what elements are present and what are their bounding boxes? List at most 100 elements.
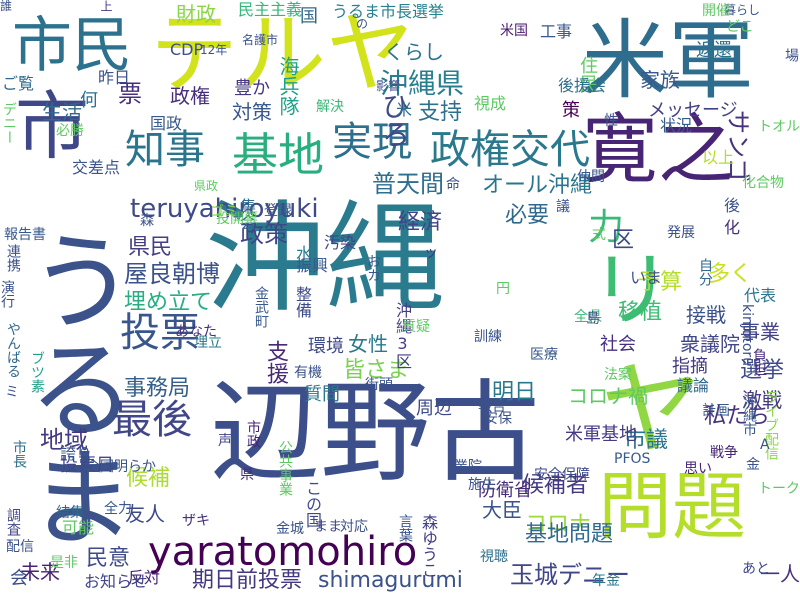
cloud-word: 辺野古	[210, 369, 540, 497]
cloud-word: 策	[562, 100, 580, 121]
cloud-word: 民意	[86, 546, 131, 571]
cloud-word: 環境	[308, 336, 344, 357]
cloud-word: 地域	[40, 426, 88, 454]
cloud-word: 場	[783, 48, 799, 62]
cloud-word: サンゴ	[724, 110, 752, 182]
cloud-word: 影響	[376, 79, 401, 93]
cloud-word: 市政	[245, 420, 261, 448]
cloud-word: ライブ配信	[763, 390, 779, 460]
cloud-word: 安保	[484, 411, 512, 427]
cloud-word: 結集	[56, 505, 84, 521]
cloud-word: あと	[742, 561, 770, 577]
cloud-word: 後	[724, 196, 741, 215]
cloud-word: 実現	[332, 119, 412, 165]
cloud-word: 全県	[574, 309, 602, 325]
cloud-word: 移植	[618, 300, 663, 325]
cloud-word: オール沖縄	[482, 173, 593, 198]
cloud-word: 公共事業	[277, 440, 293, 496]
cloud-word: 金城	[276, 521, 304, 537]
cloud-word: 多く	[708, 262, 753, 287]
cloud-word: 視成	[474, 94, 507, 113]
cloud-word: ご覧	[2, 74, 35, 93]
cloud-word: 大臣	[482, 498, 522, 522]
cloud-word: ザキ	[182, 513, 210, 529]
cloud-word: 質問	[304, 384, 340, 405]
cloud-word: 寛之	[582, 105, 734, 194]
cloud-word: 市長	[11, 440, 27, 468]
cloud-word: 仲間	[577, 169, 605, 185]
cloud-word: リ	[590, 243, 673, 338]
cloud-word: 県政	[194, 179, 219, 193]
cloud-word: 返還	[696, 40, 732, 61]
cloud-word: 誰	[0, 0, 13, 13]
cloud-word: この国	[303, 480, 322, 528]
cloud-word: 業院	[454, 459, 482, 475]
cloud-word: デニー	[1, 102, 17, 144]
cloud-word: 声	[218, 433, 232, 449]
cloud-word: 財政	[176, 2, 216, 26]
cloud-word: 配信	[6, 539, 34, 555]
cloud-word: 名護市	[242, 33, 279, 47]
cloud-word: 指摘	[672, 356, 708, 377]
cloud-word: 国	[300, 6, 318, 27]
cloud-word: 可能	[62, 518, 95, 537]
cloud-word: 森ゆうこ	[419, 514, 438, 578]
cloud-word: 命	[446, 177, 460, 193]
cloud-word: yaratomohiro	[148, 529, 418, 575]
cloud-word: 沖縄市	[741, 394, 757, 436]
cloud-word: 埋め立て	[124, 290, 213, 315]
cloud-word: A	[760, 437, 770, 453]
cloud-word: teruyahiroyuki	[130, 194, 319, 224]
cloud-word: 投開票	[216, 211, 258, 227]
cloud-word: 力	[588, 207, 625, 248]
cloud-word: 事業	[740, 320, 780, 344]
cloud-word: 金	[746, 457, 760, 473]
cloud-word: 衆議院	[680, 332, 740, 356]
cloud-word: 普天間	[372, 170, 444, 198]
cloud-word: 支援	[263, 340, 288, 384]
cloud-word: 対応	[340, 519, 368, 535]
cloud-word: 水	[296, 244, 313, 263]
cloud-word: 未来	[20, 560, 60, 584]
cloud-word: 米軍	[582, 11, 754, 111]
cloud-word: 性	[604, 113, 618, 129]
cloud-word: 県	[240, 467, 254, 483]
cloud-word: 発展	[667, 225, 695, 241]
cloud-word: どこ	[726, 19, 754, 35]
cloud-word: ヤ	[600, 351, 702, 470]
cloud-word: ひろ	[378, 92, 411, 148]
cloud-word: 投票	[120, 310, 200, 356]
cloud-word: 報告	[478, 399, 506, 415]
cloud-word: 法案	[604, 367, 632, 383]
cloud-word: まま	[314, 519, 342, 535]
cloud-word: 年金	[592, 573, 620, 589]
cloud-word: ゴミ	[210, 204, 238, 220]
cloud-word: トーク	[758, 481, 800, 497]
cloud-word: 計画	[702, 403, 730, 419]
cloud-word: 戦争	[710, 445, 738, 461]
cloud-word: 市民	[12, 11, 132, 81]
cloud-word: 誇り	[60, 444, 93, 463]
cloud-word: 票	[118, 80, 142, 108]
cloud-word: 問題	[598, 464, 746, 550]
cloud-word: トオル	[758, 119, 800, 135]
cloud-word: 国政	[150, 114, 183, 133]
cloud-word: 何	[77, 90, 98, 108]
cloud-word: 豊か	[234, 78, 270, 99]
cloud-word: 支持	[418, 100, 463, 125]
cloud-word: 演行	[0, 280, 15, 308]
cloud-word: コロナ	[525, 512, 592, 537]
cloud-word: 振興	[296, 256, 329, 275]
cloud-word: 屋良朝博	[124, 260, 220, 288]
cloud-word: 知事	[125, 127, 205, 173]
cloud-word: 暮らし	[724, 3, 761, 17]
cloud-word: 選挙	[740, 358, 785, 383]
cloud-word: 連携	[5, 244, 21, 272]
cloud-word: 街頭	[365, 377, 393, 393]
cloud-word: 視聴	[480, 549, 508, 565]
cloud-word: 化合物	[742, 175, 784, 191]
cloud-word: 米	[396, 100, 413, 119]
cloud-word: 調査	[5, 508, 21, 536]
cloud-word: 金武町	[253, 286, 269, 328]
